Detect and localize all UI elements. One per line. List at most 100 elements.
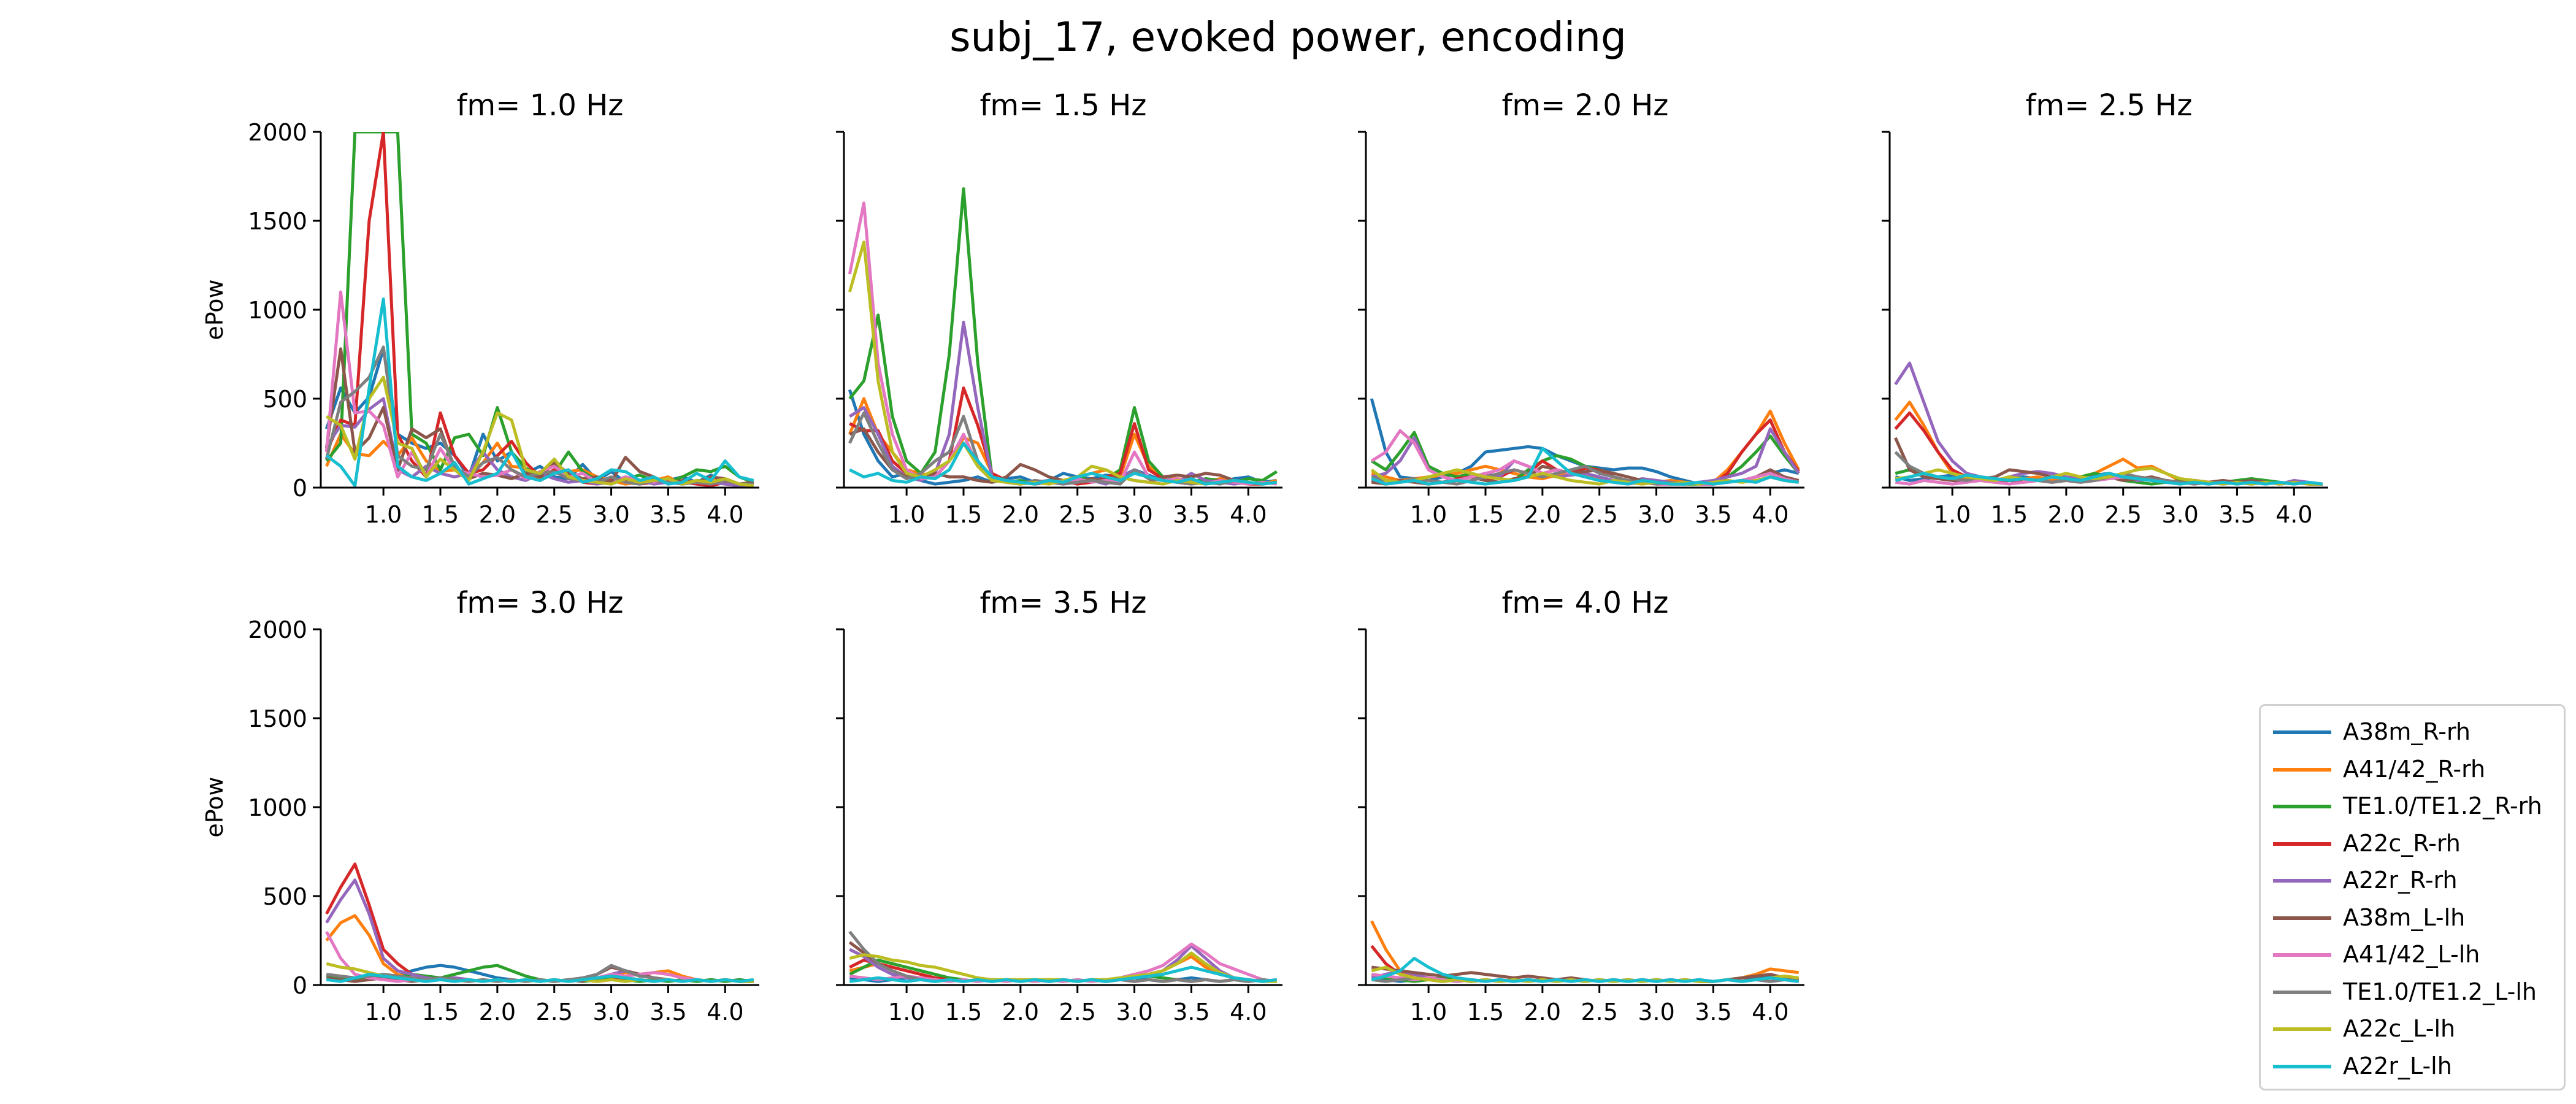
legend-label: A22c_R-rh — [2343, 829, 2461, 857]
subplot-6: fm= 3.5 Hz 1.0 1.5 2.0 2.5 3.0 3.5 4.0 — [836, 586, 1282, 1025]
x-tick-label: 3.5 — [650, 999, 686, 1025]
x-tick-label: 1.5 — [945, 999, 982, 1025]
y-tick-label: 1500 — [248, 208, 307, 235]
x-tick-label: 3.0 — [1638, 999, 1674, 1025]
subplot-grid: fm= 1.0 Hz 0 500 1000 1500 2000 1.0 1.5 2.0 2.5 3.… — [201, 88, 2328, 1025]
series-line-A22r_L-lh — [1895, 472, 2323, 486]
subplot-7: fm= 4.0 Hz 1.0 1.5 2.0 2.5 3.0 3.5 4.0 — [1358, 586, 1804, 1025]
legend-item: A38m_L-lh — [2261, 899, 2567, 936]
x-tick-label: 3.0 — [592, 999, 629, 1025]
legend-swatch — [2273, 841, 2331, 846]
x-tick-label: 3.5 — [2218, 501, 2255, 528]
series-lines — [1370, 920, 1800, 983]
x-tick-label: 2.0 — [1524, 501, 1561, 528]
series-line-TE1.0/TE1.2_L-lh — [848, 411, 1278, 486]
x-tick-label: 1.5 — [1991, 501, 2028, 528]
legend-label: A22r_L-lh — [2343, 1052, 2452, 1079]
x-tick-label: 2.5 — [1581, 999, 1617, 1025]
series-line-A22r_L-lh — [849, 965, 1278, 983]
legend-label: A38m_L-lh — [2343, 903, 2466, 931]
x-tick-label: 4.0 — [707, 999, 743, 1025]
series-line-A41/42_R-rh — [325, 914, 754, 983]
legend-swatch — [2273, 730, 2331, 734]
x-tick-label: 2.5 — [535, 501, 572, 528]
series-lines — [1894, 361, 2323, 486]
legend-swatch — [2273, 1027, 2331, 1031]
series-line-A22c_L-lh — [325, 375, 754, 488]
y-tick-label: 500 — [263, 883, 307, 910]
subplot-title: fm= 4.0 Hz — [1501, 586, 1668, 620]
series-line-A41/42_R-rh — [848, 397, 1278, 486]
x-tick-label: 2.5 — [1581, 501, 1617, 528]
x-tick-label: 1.0 — [1934, 501, 1971, 528]
x-tick-label: 4.0 — [707, 501, 743, 528]
x-tick-label: 3.5 — [1173, 999, 1209, 1025]
series-line-A22c_R-rh — [849, 386, 1278, 486]
legend-item: TE1.0/TE1.2_R-rh — [2261, 788, 2567, 824]
series-line-A22r_R-rh — [325, 878, 754, 983]
x-tick-label: 1.0 — [1410, 501, 1447, 528]
y-axis-label: ePow — [201, 776, 228, 837]
x-tick-label: 1.5 — [422, 501, 459, 528]
legend-swatch — [2273, 805, 2331, 808]
legend-swatch — [2273, 990, 2331, 994]
x-tick-label: 1.0 — [888, 501, 925, 528]
legend-swatch — [2273, 953, 2331, 957]
series-line-A22r_R-rh — [848, 320, 1278, 486]
y-tick-label: 1000 — [248, 297, 307, 324]
legend-swatch — [2273, 916, 2331, 920]
x-tick-label: 1.5 — [1467, 501, 1504, 528]
legend-label: A22r_R-rh — [2343, 867, 2458, 894]
x-tick-label: 2.0 — [2048, 501, 2085, 528]
x-tick-label: 2.0 — [1002, 999, 1039, 1025]
x-tick-label: 1.5 — [422, 999, 459, 1025]
series-lines — [325, 862, 754, 983]
series-line-TE1.0/TE1.2_R-rh — [848, 187, 1278, 486]
x-tick-label: 2.0 — [479, 999, 516, 1025]
x-tick-label: 3.0 — [592, 501, 629, 528]
series-lines — [1370, 398, 1800, 486]
legend-item: TE1.0/TE1.2_L-lh — [2261, 973, 2567, 1010]
series-line-A22c_L-lh — [1370, 468, 1800, 486]
series-lines — [848, 930, 1278, 983]
subplot-4: fm= 2.5 Hz 1.0 1.5 2.0 2.5 3.0 3.5 4.0 — [1882, 88, 2328, 528]
legend-item: A22c_L-lh — [2261, 1010, 2567, 1047]
x-tick-label: 1.0 — [1410, 999, 1447, 1025]
series-line-A22r_L-lh — [1371, 957, 1800, 983]
legend-label: A41/42_L-lh — [2343, 941, 2480, 968]
subplot-title: fm= 1.0 Hz — [456, 88, 623, 123]
legend: A38m_R-rh A41/42_R-rh TE1.0/TE1.2_R-rh A22c… — [2259, 704, 2566, 1091]
x-tick-label: 3.0 — [2161, 501, 2198, 528]
legend-label: TE1.0/TE1.2_R-rh — [2343, 792, 2542, 819]
series-line-A22r_L-lh — [1371, 447, 1800, 486]
x-tick-label: 2.5 — [1059, 501, 1095, 528]
x-tick-label: 4.0 — [1230, 999, 1267, 1025]
x-tick-label: 3.0 — [1638, 501, 1674, 528]
series-line-A22c_L-lh — [848, 240, 1278, 486]
x-tick-label: 1.5 — [1467, 999, 1504, 1025]
x-tick-label: 2.5 — [1059, 999, 1095, 1025]
x-tick-label: 3.5 — [1173, 501, 1209, 528]
legend-item: A22r_L-lh — [2261, 1048, 2567, 1084]
legend-label: A41/42_R-rh — [2343, 755, 2486, 783]
y-tick-label: 0 — [293, 972, 307, 999]
figure-title: subj_17, evoked power, encoding — [949, 13, 1627, 61]
x-tick-label: 3.5 — [1695, 501, 1731, 528]
subplot-2: fm= 1.5 Hz 1.0 1.5 2.0 2.5 3.0 3.5 4.0 — [836, 88, 1282, 528]
legend-label: A38m_R-rh — [2343, 718, 2471, 745]
x-tick-label: 1.0 — [888, 999, 925, 1025]
x-tick-label: 4.0 — [1230, 501, 1267, 528]
x-tick-label: 4.0 — [1752, 999, 1788, 1025]
y-axis-label: ePow — [201, 279, 228, 340]
subplot-title: fm= 3.0 Hz — [456, 586, 623, 620]
x-tick-label: 1.0 — [365, 501, 402, 528]
subplot-title: fm= 2.0 Hz — [1501, 88, 1668, 123]
y-tick-label: 2000 — [248, 616, 307, 643]
series-line-A22c_L-lh — [1895, 466, 2323, 486]
legend-item: A41/42_R-rh — [2261, 751, 2567, 788]
y-tick-label: 1500 — [248, 705, 307, 732]
series-lines — [324, 132, 754, 488]
series-line-A41/42_L-lh — [848, 201, 1278, 486]
y-tick-label: 500 — [263, 386, 307, 413]
